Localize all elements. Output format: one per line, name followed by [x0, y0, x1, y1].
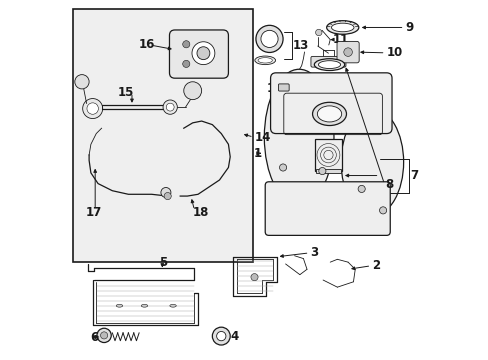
Ellipse shape	[258, 58, 272, 63]
Circle shape	[197, 47, 209, 60]
Text: 11: 11	[332, 33, 348, 46]
Circle shape	[183, 60, 189, 67]
Text: 7: 7	[409, 169, 417, 182]
Text: 9: 9	[405, 21, 413, 34]
Text: 2: 2	[371, 259, 379, 272]
FancyBboxPatch shape	[310, 57, 345, 67]
Text: 14: 14	[254, 131, 270, 144]
Text: 12: 12	[266, 82, 283, 95]
Ellipse shape	[116, 304, 122, 307]
FancyBboxPatch shape	[278, 84, 288, 91]
Circle shape	[75, 75, 89, 89]
Circle shape	[164, 193, 171, 200]
Ellipse shape	[312, 102, 346, 126]
Circle shape	[183, 82, 201, 100]
FancyBboxPatch shape	[169, 30, 228, 78]
Ellipse shape	[317, 106, 341, 122]
FancyBboxPatch shape	[336, 41, 358, 63]
Text: 4: 4	[230, 330, 239, 343]
Ellipse shape	[169, 304, 176, 307]
Text: 13: 13	[292, 39, 309, 52]
Circle shape	[315, 29, 322, 36]
Text: 5: 5	[159, 256, 167, 269]
Ellipse shape	[331, 23, 353, 32]
Bar	[316, 168, 340, 173]
Ellipse shape	[314, 59, 344, 71]
Circle shape	[318, 167, 325, 175]
Bar	[73, 9, 253, 262]
Text: 1: 1	[253, 147, 262, 160]
Text: 17: 17	[85, 206, 102, 219]
Ellipse shape	[141, 304, 147, 307]
Circle shape	[163, 100, 177, 114]
Text: 10: 10	[386, 46, 402, 59]
Text: 3: 3	[310, 246, 318, 259]
Circle shape	[97, 328, 111, 342]
Circle shape	[166, 103, 174, 111]
Text: 18: 18	[192, 206, 209, 219]
Text: 15: 15	[118, 86, 134, 99]
Circle shape	[161, 188, 171, 198]
Circle shape	[212, 327, 230, 345]
Circle shape	[216, 332, 225, 341]
Ellipse shape	[264, 69, 333, 205]
Circle shape	[261, 30, 278, 48]
Ellipse shape	[326, 21, 358, 34]
Ellipse shape	[341, 109, 403, 216]
Circle shape	[279, 164, 286, 171]
Text: 8: 8	[385, 178, 393, 191]
Circle shape	[255, 25, 283, 53]
Circle shape	[357, 185, 365, 193]
Circle shape	[183, 41, 189, 48]
FancyBboxPatch shape	[264, 182, 389, 235]
Circle shape	[192, 42, 214, 64]
Text: 6: 6	[90, 331, 98, 344]
Circle shape	[101, 332, 107, 339]
Circle shape	[82, 99, 102, 118]
Ellipse shape	[318, 61, 340, 68]
Bar	[314, 139, 341, 171]
Circle shape	[250, 274, 258, 281]
Circle shape	[379, 207, 386, 214]
Ellipse shape	[254, 56, 275, 64]
FancyBboxPatch shape	[270, 73, 391, 134]
Circle shape	[343, 48, 352, 57]
Text: 16: 16	[139, 39, 155, 51]
Circle shape	[87, 103, 98, 114]
